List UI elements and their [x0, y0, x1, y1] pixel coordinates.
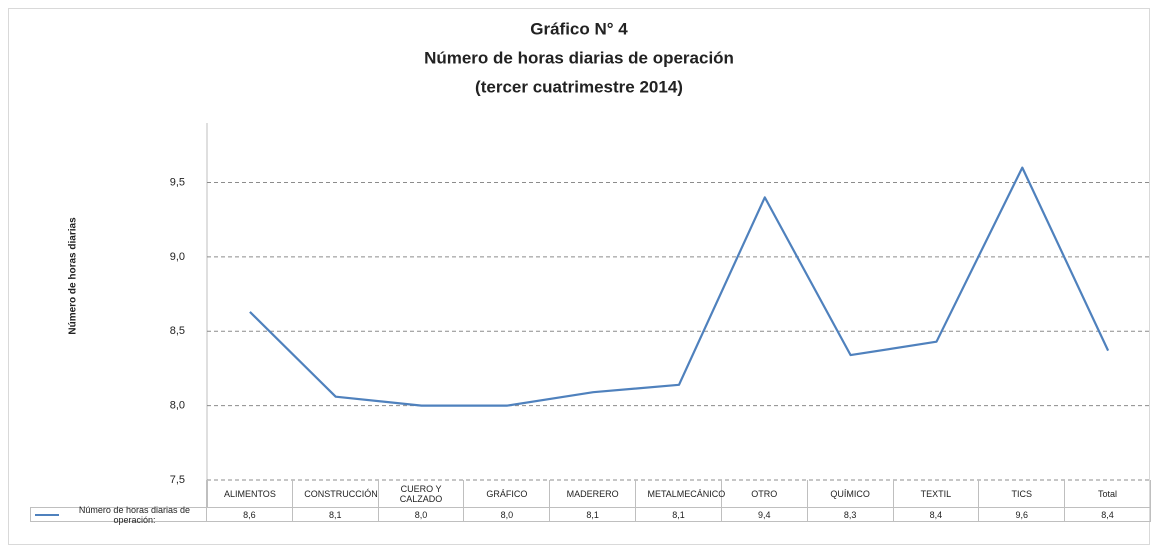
table-header-cell: QUÍMICO — [807, 480, 894, 508]
category-label: METALMECÁNICO — [647, 488, 726, 499]
y-axis-label: Número de horas diarias — [68, 217, 79, 335]
category-label: Total — [1098, 488, 1118, 499]
table-value-cell: 8,0 — [378, 508, 465, 522]
table-value-cell: 9,6 — [979, 508, 1066, 522]
y-tick-label: 8,5 — [170, 325, 185, 337]
table-value-cell: 8,1 — [636, 508, 722, 522]
table-header-cell: OTRO — [721, 480, 808, 508]
table-header-cell: ALIMENTOS — [207, 480, 293, 508]
category-label: QUÍMICO — [830, 488, 870, 499]
chart-title: Número de horas diarias de operación — [424, 48, 734, 67]
category-label: GRÁFICO — [486, 488, 528, 499]
table-header-cell: MADERERO — [550, 480, 637, 508]
category-label: CUERO Y CALZADO — [399, 483, 443, 504]
chart-title: Gráfico N° 4 — [530, 19, 628, 38]
legend-cell: Número de horas diarias de operación: — [30, 504, 207, 525]
category-label: TEXTIL — [920, 488, 952, 499]
table-header-cell: TICS — [979, 480, 1066, 508]
value-label: 9,4 — [758, 509, 771, 520]
table-value-cell: 8,3 — [807, 508, 894, 522]
value-label: 9,6 — [1015, 509, 1028, 520]
category-label: CONSTRUCCIÓN — [304, 488, 378, 499]
value-label: 8,6 — [243, 509, 256, 520]
table-header-cell: METALMECÁNICO — [636, 480, 726, 508]
value-label: 8,1 — [586, 509, 599, 520]
table-header-row: ALIMENTOS CONSTRUCCIÓN CUERO Y CALZADO GRÁF… — [30, 480, 1151, 508]
chart-title: (tercer cuatrimestre 2014) — [475, 77, 683, 96]
table-value-cell: 8,1 — [550, 508, 637, 522]
value-label: 8,1 — [672, 509, 685, 520]
y-tick-label: 9,0 — [170, 251, 185, 263]
value-label: 8,4 — [929, 509, 943, 520]
category-label: TICS — [1011, 488, 1032, 499]
table-header-cell: GRÁFICO — [464, 480, 551, 508]
value-label: 8,0 — [414, 509, 428, 520]
chart-border — [8, 8, 1150, 545]
series-line — [249, 166, 1110, 407]
table-value-cell: 9,4 — [721, 508, 808, 522]
value-label: 8,3 — [843, 509, 857, 520]
category-label: OTRO — [751, 488, 778, 499]
y-tick-label: 9,5 — [170, 176, 185, 188]
table-header-cell: CUERO Y CALZADO — [378, 480, 465, 508]
table-value-cell: 8,4 — [1065, 508, 1151, 522]
table-value-cell: 8,0 — [464, 508, 551, 522]
table-value-cell: 8,4 — [893, 508, 980, 522]
legend-label: Número de horas diarias de operación: — [78, 504, 190, 525]
category-label: MADERERO — [566, 488, 619, 499]
table-header-cell: TEXTIL — [893, 480, 980, 508]
table-header-cell: CONSTRUCCIÓN — [292, 480, 379, 508]
value-label: 8,0 — [500, 509, 514, 520]
table-value-row: Número de horas diarias de operación: 8,6… — [30, 504, 1151, 525]
table-corner — [30, 480, 207, 508]
table-header-cell: Total — [1065, 480, 1151, 508]
legend-swatch — [35, 513, 59, 516]
data-table: ALIMENTOS CONSTRUCCIÓN CUERO Y CALZADO GRÁF… — [30, 480, 1151, 525]
value-label: 8,1 — [328, 509, 342, 520]
y-tick-label: 7,5 — [170, 474, 185, 486]
category-label: ALIMENTOS — [223, 488, 276, 499]
y-tick-label: 8,0 — [170, 400, 185, 412]
table-value-cell: 8,6 — [207, 508, 293, 522]
value-label: 8,4 — [1101, 509, 1114, 520]
table-value-cell: 8,1 — [292, 508, 379, 522]
